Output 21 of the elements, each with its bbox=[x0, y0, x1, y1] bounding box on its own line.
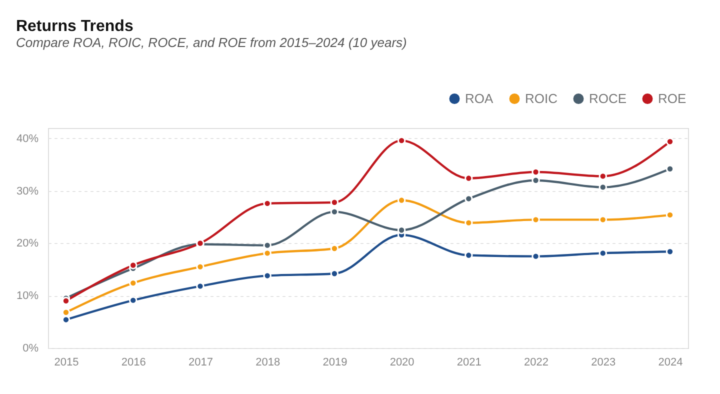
y-tick-label: 40% bbox=[16, 132, 39, 145]
chart-subtitle: Compare ROA, ROIC, ROCE, and ROE from 2015–2024 (10 years) bbox=[16, 35, 407, 50]
x-tick-label: 2020 bbox=[390, 356, 414, 368]
chart-title: Returns Trends bbox=[16, 18, 134, 35]
x-tick-label: 2018 bbox=[256, 356, 280, 368]
x-tick-label: 2019 bbox=[322, 356, 348, 368]
x-tick-label: 2024 bbox=[658, 356, 683, 368]
x-tick-label: 2023 bbox=[591, 356, 616, 368]
x-tick-label: 2022 bbox=[524, 356, 549, 368]
y-tick-label: 20% bbox=[16, 238, 39, 250]
x-tick-label: 2021 bbox=[456, 356, 482, 368]
legend-label: ROIC bbox=[525, 90, 558, 106]
legend-label: ROA bbox=[465, 90, 494, 106]
y-tick-label: 30% bbox=[16, 185, 39, 198]
legend-label: ROE bbox=[658, 90, 686, 106]
y-tick-label: 0% bbox=[22, 342, 39, 354]
x-tick-label: 2016 bbox=[121, 356, 146, 368]
legend-label: ROCE bbox=[589, 90, 627, 106]
x-tick-label: 2015 bbox=[54, 356, 79, 368]
y-tick-label: 10% bbox=[16, 290, 39, 302]
x-tick-label: 2017 bbox=[188, 356, 213, 368]
